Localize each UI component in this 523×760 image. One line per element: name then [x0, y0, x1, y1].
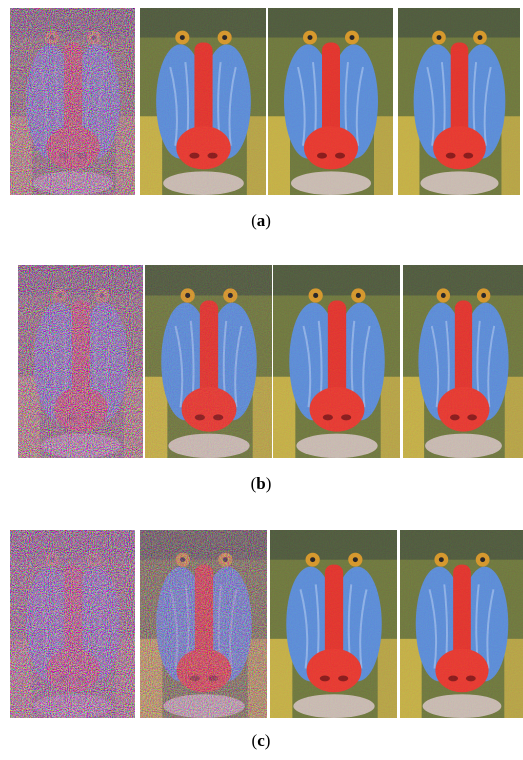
noise-overlay	[140, 530, 267, 718]
noise-overlay	[273, 265, 400, 458]
noise-overlay	[145, 265, 272, 458]
noise-overlay	[403, 265, 523, 458]
noise-overlay	[270, 530, 397, 718]
caption: (a)	[251, 211, 271, 230]
noise-overlay	[398, 8, 520, 195]
panel-image	[145, 265, 272, 458]
caption: (b)	[251, 474, 272, 493]
caption-label: b	[256, 474, 265, 493]
noise-overlay	[10, 8, 135, 195]
panel-image	[140, 530, 267, 718]
caption: (c)	[252, 731, 271, 750]
caption-close: )	[265, 731, 271, 750]
panel-image	[273, 265, 400, 458]
panel-image	[400, 530, 523, 718]
noise-overlay	[10, 530, 135, 718]
panel-image	[270, 530, 397, 718]
page: (a)(b)(c) (() => { const data = JSON.par…	[0, 0, 523, 760]
panel-image	[398, 8, 520, 195]
noise-overlay	[18, 265, 143, 458]
panel-image	[403, 265, 523, 458]
panel-image	[268, 8, 393, 195]
panel-image	[10, 530, 135, 718]
panel-image	[140, 8, 266, 195]
panel-image	[18, 265, 143, 458]
noise-overlay	[140, 8, 266, 195]
caption-close: )	[266, 474, 272, 493]
panel-image	[10, 8, 135, 195]
noise-overlay	[400, 530, 523, 718]
caption-close: )	[265, 211, 271, 230]
noise-overlay	[268, 8, 393, 195]
figure: (a) (b) (c)	[0, 0, 523, 760]
